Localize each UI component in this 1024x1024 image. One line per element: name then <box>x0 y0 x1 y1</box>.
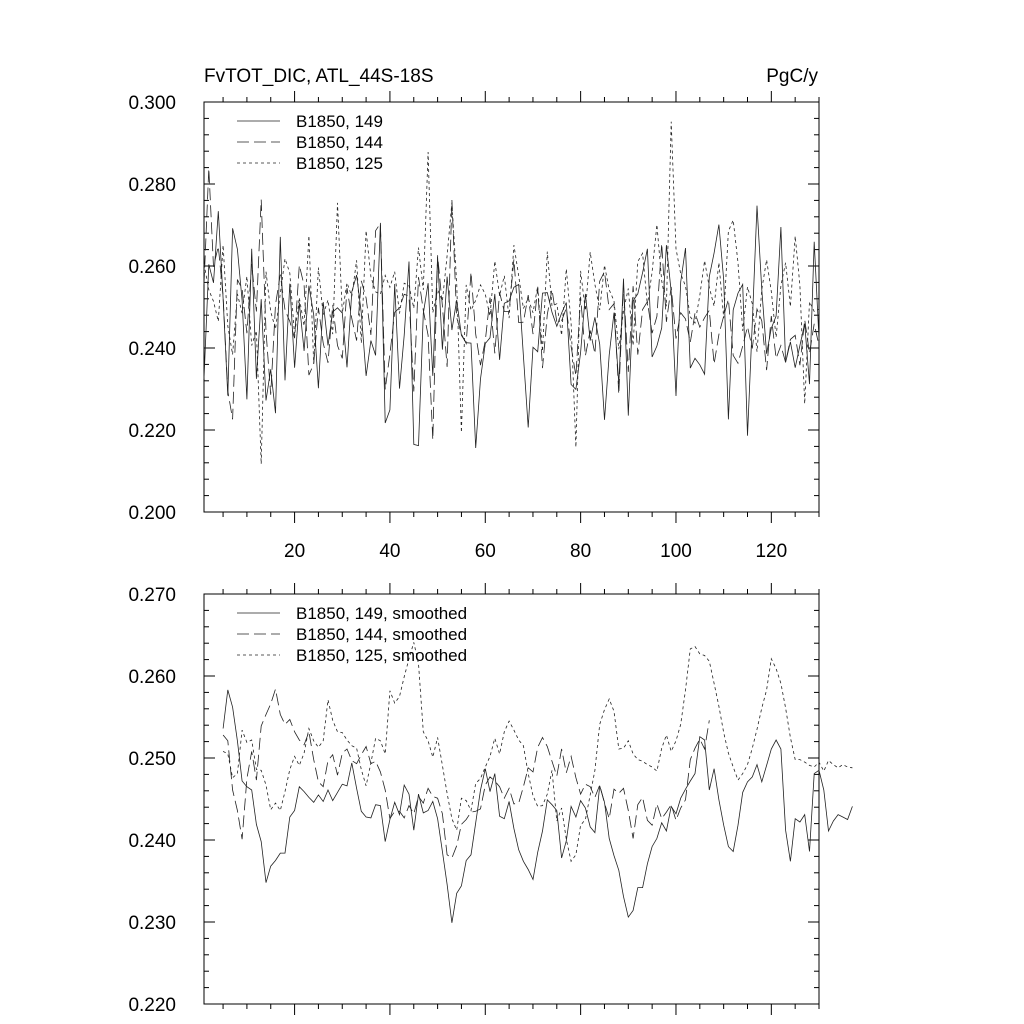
top-panel-title: FvTOT_DIC, ATL_44S-18S <box>204 66 434 87</box>
top-chart-panel: 0.200 0.220 0.240 0.260 0.280 0.300 20 40 60 80 10… <box>128 91 820 562</box>
x-tick-label: 120 <box>755 541 787 562</box>
x-tick-label: 40 <box>379 541 400 562</box>
y-tick-label: 0.270 <box>128 585 176 606</box>
legend-label-3: B1850, 125, smoothed <box>296 646 467 665</box>
plot-frame <box>203 101 820 513</box>
legend-label-2: B1850, 144, smoothed <box>296 625 467 644</box>
y-tick-label: 0.220 <box>128 995 176 1016</box>
x-tick-label: 100 <box>660 541 692 562</box>
x-tick-label: 80 <box>570 541 591 562</box>
plot-frame <box>203 593 820 1005</box>
legend-label-2: B1850, 144 <box>296 133 383 152</box>
y-tick-label: 0.300 <box>128 93 176 114</box>
top-panel-units: PgC/y <box>766 66 818 87</box>
series-line-3 <box>203 121 820 465</box>
series-line-1 <box>203 205 820 449</box>
y-tick-label: 0.250 <box>128 749 176 770</box>
y-tick-label: 0.230 <box>128 913 176 934</box>
x-tick-label: 20 <box>284 541 305 562</box>
legend-label-1: B1850, 149 <box>296 112 383 131</box>
y-tick-label: 0.280 <box>128 175 176 196</box>
legend-label-1: B1850, 149, smoothed <box>296 604 467 623</box>
series-line-2 <box>222 688 710 859</box>
y-tick-label: 0.220 <box>128 421 176 442</box>
y-tick-label: 0.260 <box>128 257 176 278</box>
y-tick-label: 0.240 <box>128 339 176 360</box>
legend-label-3: B1850, 125 <box>296 154 383 173</box>
y-tick-label: 0.200 <box>128 503 176 524</box>
y-tick-label: 0.260 <box>128 667 176 688</box>
x-tick-label: 60 <box>475 541 496 562</box>
series-line-1 <box>222 689 853 923</box>
bottom-chart-panel: 0.220 0.230 0.240 0.250 0.260 0.270 B1850, 149… <box>128 583 853 1016</box>
y-tick-label: 0.240 <box>128 831 176 852</box>
series-line-3 <box>222 642 853 863</box>
series-line-2 <box>203 168 820 440</box>
